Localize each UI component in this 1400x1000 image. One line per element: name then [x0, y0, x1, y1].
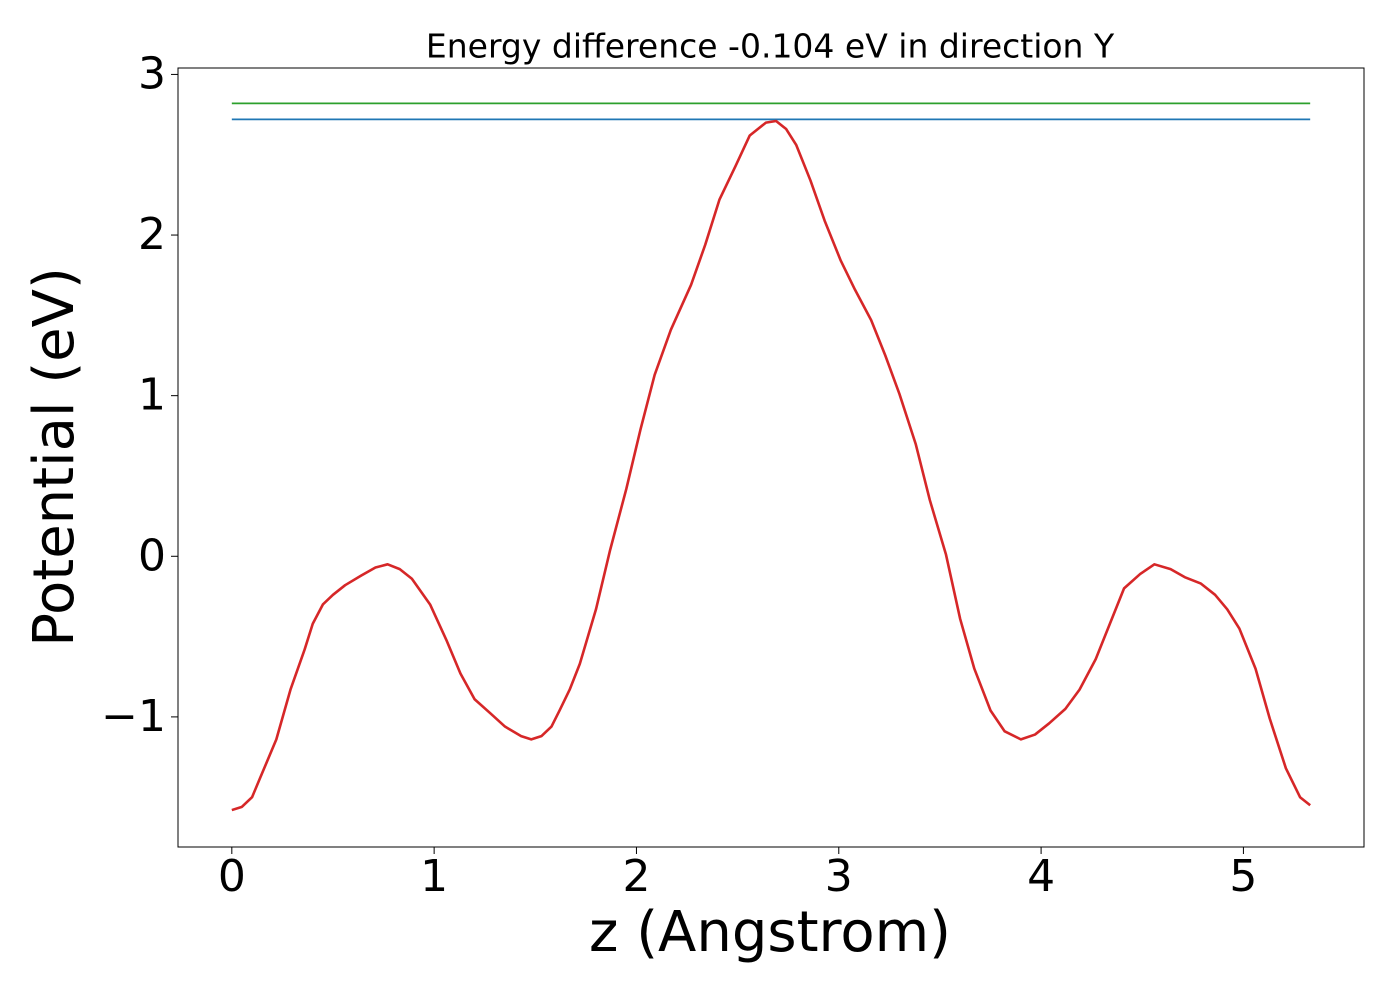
- y-tick-label: 1: [138, 370, 166, 421]
- x-tick-label: 5: [1229, 851, 1257, 902]
- y-tick-label: 3: [138, 48, 166, 99]
- y-tick-label: 0: [138, 530, 166, 581]
- x-tick-label: 3: [825, 851, 853, 902]
- y-tick-label: 2: [138, 209, 166, 260]
- y-axis-label: Potential (eV): [22, 267, 87, 647]
- x-tick-label: 4: [1027, 851, 1055, 902]
- x-axis-label: z (Angstrom): [589, 900, 951, 965]
- plot-frame: [177, 67, 1365, 848]
- chart-title: Energy difference -0.104 eV in direction…: [426, 27, 1115, 66]
- y-tick-label: −1: [101, 691, 166, 742]
- line-series: [231, 119, 1311, 812]
- x-tick-label: 2: [622, 851, 650, 902]
- x-tick-label: 0: [218, 851, 246, 902]
- x-tick-label: 1: [420, 851, 448, 902]
